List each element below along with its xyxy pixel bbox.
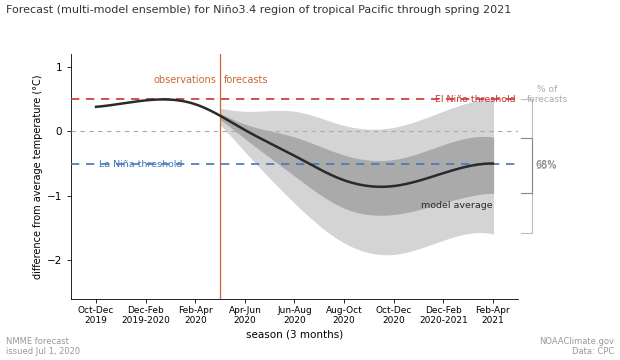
X-axis label: season (3 months): season (3 months) [246, 329, 343, 339]
Text: model average: model average [421, 201, 493, 210]
Text: El Niño threshold: El Niño threshold [435, 95, 515, 104]
Text: Forecast (multi-model ensemble) for Niño3.4 region of tropical Pacific through s: Forecast (multi-model ensemble) for Niño… [6, 5, 511, 15]
Text: % of
forecasts: % of forecasts [527, 85, 568, 104]
Text: La Niña threshold: La Niña threshold [99, 160, 182, 169]
Text: 95%: 95% [535, 161, 557, 171]
Text: NOAAClimate.gov
Data: CPC: NOAAClimate.gov Data: CPC [539, 337, 614, 356]
Y-axis label: difference from average temperature (°C): difference from average temperature (°C) [33, 74, 43, 279]
Text: forecasts: forecasts [224, 75, 268, 85]
Text: 68%: 68% [535, 160, 556, 170]
Text: NMME forecast
issued Jul 1, 2020: NMME forecast issued Jul 1, 2020 [6, 337, 81, 356]
Text: observations: observations [153, 75, 216, 85]
